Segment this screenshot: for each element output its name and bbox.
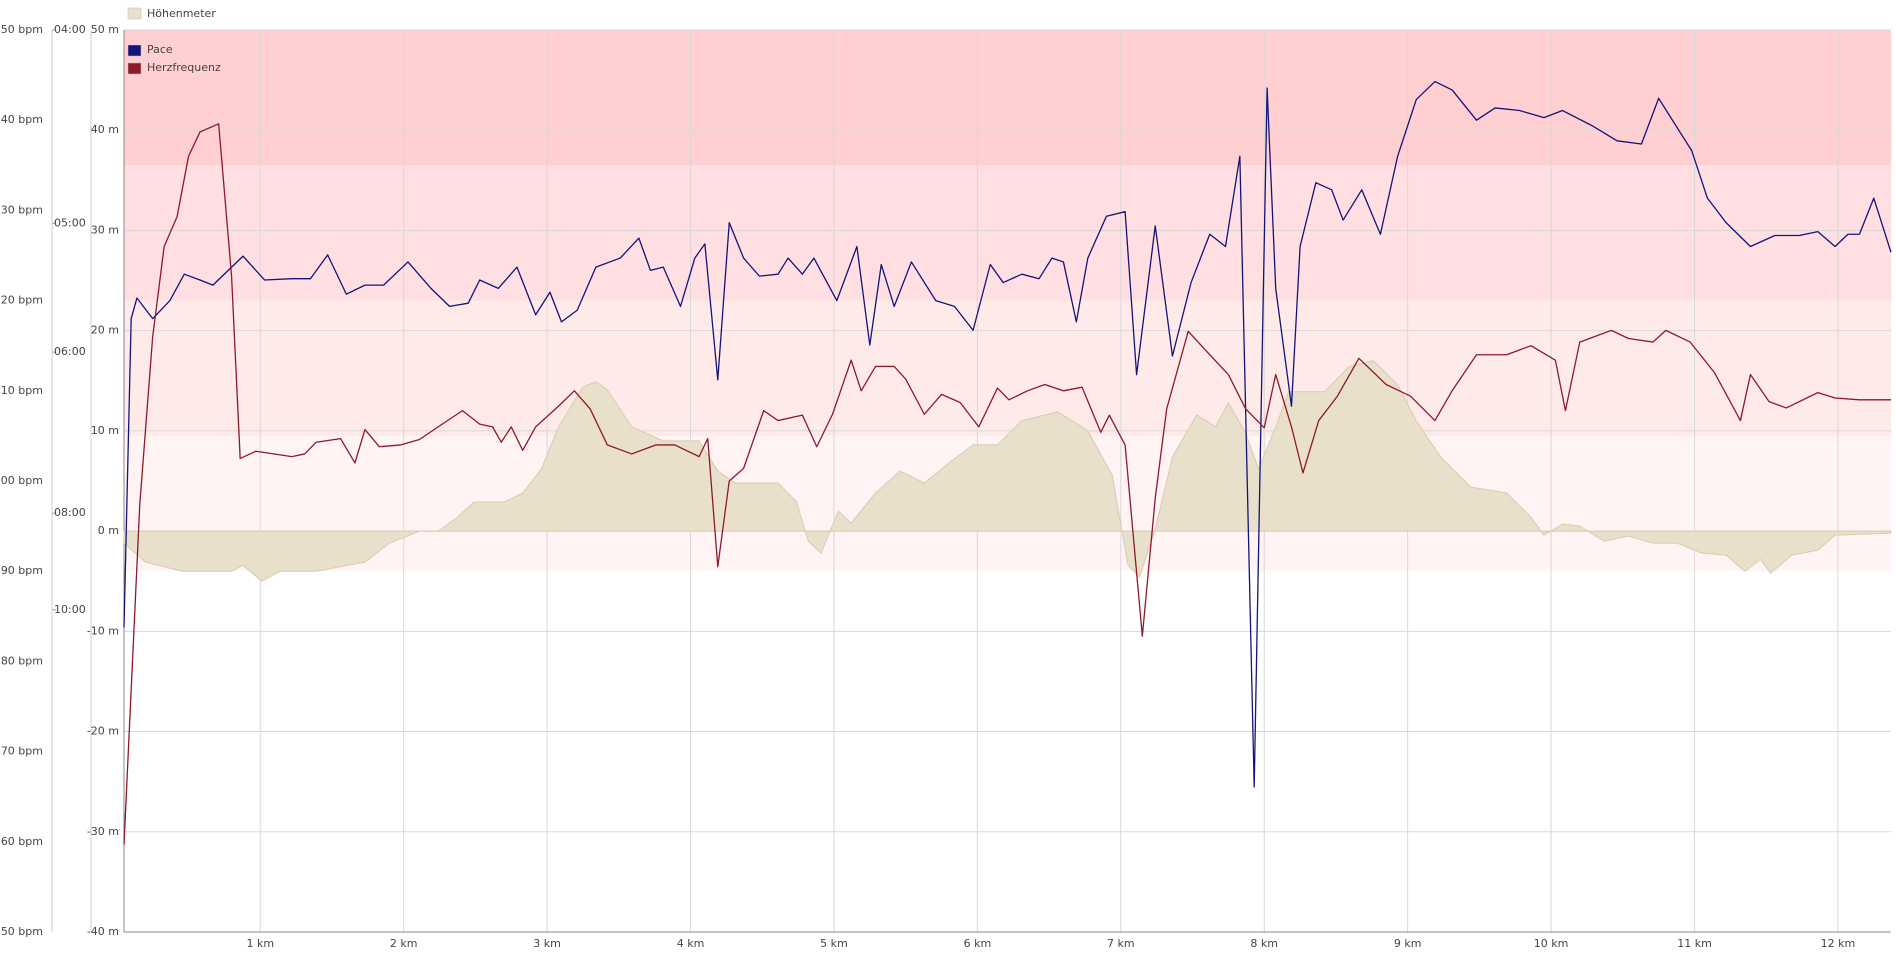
x-tick-label: 9 km: [1394, 937, 1422, 950]
series-line: [123, 123, 1891, 845]
legend-swatch: [127, 44, 142, 57]
y3-tick-label: 130 bpm: [0, 203, 43, 216]
x-tick-label: 1 km: [246, 937, 274, 950]
y2-tick-label: 04:00: [54, 23, 86, 36]
y-tick-label: -20 m: [87, 725, 119, 738]
y3-tick-label: 150 bpm: [0, 23, 43, 36]
legend-item: Herzfrequenz: [127, 61, 221, 75]
y-tick-label: 30 m: [91, 223, 119, 236]
elevation-area: [123, 360, 1892, 582]
y-tick-label: 40 m: [91, 123, 119, 136]
y3-tick-label: 70 bpm: [1, 745, 43, 758]
hr-zone: [124, 165, 1891, 301]
y3-tick-label: 110 bpm: [0, 384, 43, 397]
legend-label: Herzfrequenz: [147, 61, 221, 74]
legend-item: Höhenmeter: [127, 7, 216, 20]
series-line: [123, 80, 1892, 788]
y3-tick-label: 120 bpm: [0, 294, 43, 307]
legend-label: Höhenmeter: [147, 7, 216, 20]
y3-tick-label: 100 bpm: [0, 474, 43, 487]
y2-tick-label: 08:00: [54, 506, 86, 519]
y3-tick-label: 90 bpm: [1, 564, 43, 577]
legend-label: Pace: [147, 43, 173, 56]
y-tick-label: -30 m: [87, 825, 119, 838]
x-tick-label: 11 km: [1677, 937, 1712, 950]
legend-swatch: [127, 62, 142, 75]
y3-tick-label: 80 bpm: [1, 654, 43, 667]
y-tick-label: 20 m: [91, 324, 119, 337]
x-tick-label: 4 km: [677, 937, 705, 950]
y-tick-label: 50 m: [91, 23, 119, 36]
y2-tick-label: 10:00: [54, 603, 86, 616]
x-tick-label: 2 km: [390, 937, 418, 950]
x-tick-label: 12 km: [1821, 937, 1856, 950]
y3-tick-label: 140 bpm: [0, 113, 43, 126]
y-tick-label: 0 m: [98, 524, 119, 537]
x-tick-label: 8 km: [1250, 937, 1278, 950]
y3-tick-label: 50 bpm: [1, 925, 43, 938]
legend-swatch: [127, 7, 142, 20]
x-tick-label: 6 km: [964, 937, 992, 950]
x-tick-label: 5 km: [820, 937, 848, 950]
y-tick-label: 10 m: [91, 424, 119, 437]
y-tick-label: -10 m: [87, 624, 119, 637]
y3-tick-label: 60 bpm: [1, 835, 43, 848]
y-tick-label: -40 m: [87, 925, 119, 938]
hr-zone: [124, 300, 1891, 436]
x-tick-label: 10 km: [1534, 937, 1569, 950]
legend-item: Pace: [127, 43, 173, 57]
y2-tick-label: 05:00: [54, 216, 86, 229]
y2-tick-label: 06:00: [54, 345, 86, 358]
hr-zone: [124, 30, 1891, 166]
x-tick-label: 3 km: [533, 937, 561, 950]
x-tick-label: 7 km: [1107, 937, 1135, 950]
